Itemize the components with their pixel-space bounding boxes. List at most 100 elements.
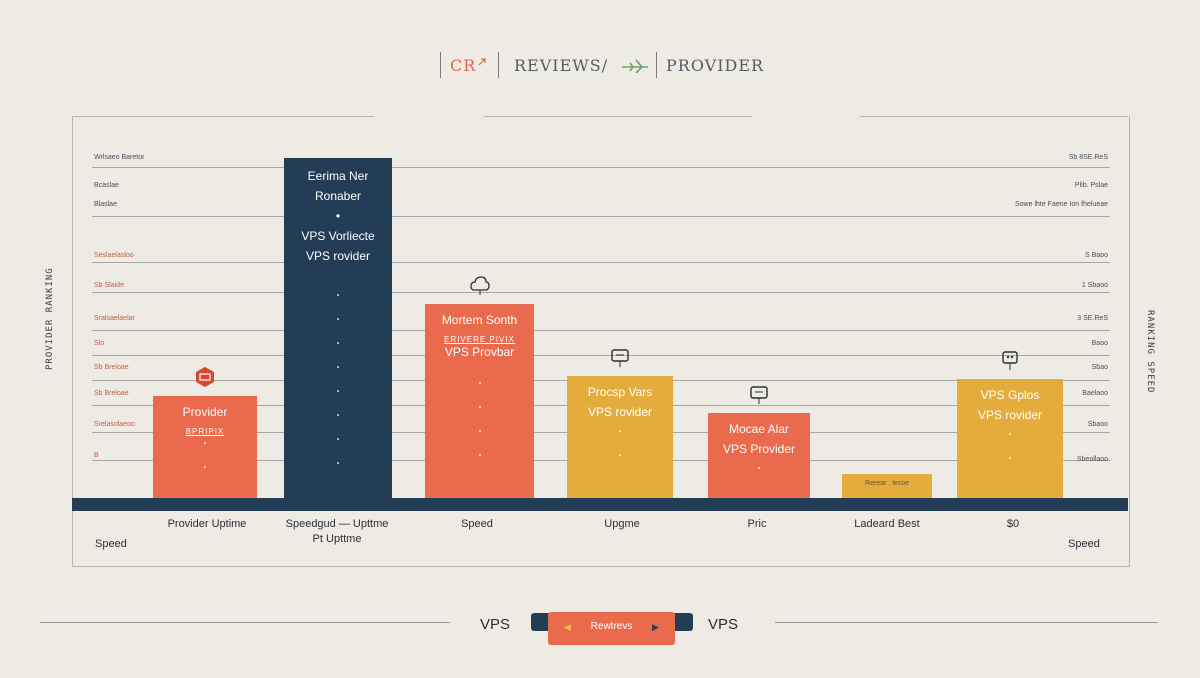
bar-label: VPS Gplos	[980, 388, 1040, 402]
monitor-icon	[1002, 351, 1018, 370]
gridline	[92, 330, 1110, 331]
bar-dots	[204, 442, 206, 490]
header-divider	[656, 52, 657, 78]
category-label: Upgme	[604, 518, 640, 530]
bar-label: ERIVERE PIVIX	[444, 335, 515, 344]
nav-left-label[interactable]: VPS	[480, 616, 511, 633]
category-label: Ladeard Best	[854, 518, 920, 530]
dot	[478, 429, 481, 432]
dot	[619, 454, 621, 456]
header-title: REVIEWS/	[514, 56, 609, 75]
bar: Procsp Vars VPS rovider	[567, 376, 673, 498]
y-tick-label-left: Blaslae	[94, 201, 117, 208]
nav-divider-left	[40, 622, 450, 623]
left-axis-label: PROVIDER RANKING	[45, 267, 55, 370]
bar-dots	[478, 381, 481, 478]
bar-label: VPS rovider	[587, 405, 653, 419]
cloud-icon	[469, 276, 490, 295]
category-label: $0	[1006, 518, 1020, 530]
frame-top-segment	[860, 116, 1128, 117]
x-axis-baseline	[72, 498, 1128, 511]
dot	[337, 414, 339, 416]
bar-label: Provider	[182, 405, 228, 419]
dot	[204, 466, 206, 468]
frame-top-segment	[72, 116, 374, 117]
y-tick-label-left: Sralsaelaelar	[94, 315, 135, 322]
y-tick-label-left: Slo	[94, 340, 105, 347]
bar-label: VPS Vorliecte	[301, 229, 375, 243]
y-tick-label-right: S Baoo	[1085, 252, 1108, 259]
frame-top-segment	[484, 116, 752, 117]
y-tick-label-left: Sb Breloae	[94, 390, 129, 397]
dot	[337, 366, 339, 368]
dot	[337, 342, 339, 344]
bar-dots	[758, 467, 760, 491]
bar-dots	[619, 430, 621, 478]
bar: VPS Gplos VPS rovider	[957, 379, 1063, 498]
category-label: Speed	[461, 518, 493, 530]
category-label: Provider Uptime	[167, 518, 247, 530]
chevron-left-icon: ◀	[564, 622, 571, 632]
y-tick-label-left: Bcaslae	[94, 182, 119, 189]
bar: Eerima Ner Ronaber • VPS Vorliecte VPS rovid…	[284, 158, 392, 498]
gridline	[92, 167, 1110, 168]
header-divider	[498, 52, 499, 78]
header: CR REVIEWS/ PROVIDER	[440, 52, 780, 80]
y-tick-label-right: 1 Sbaoo	[1081, 282, 1108, 289]
nav-divider-right	[775, 622, 1158, 623]
y-tick-label-right: Baelaoo	[1082, 390, 1108, 397]
y-tick-label-left: B	[94, 452, 99, 459]
y-tick-label-left: Srelasolaeoo	[94, 421, 135, 428]
bar: Provider BPRIPIX	[153, 396, 257, 498]
chart-frame	[72, 116, 1130, 567]
dot	[478, 381, 481, 384]
category-label: Pric	[747, 518, 767, 530]
y-tick-label-right: 3 SE.ReS	[1077, 315, 1108, 322]
dot	[758, 467, 760, 469]
bar-label: Ronaber	[314, 189, 362, 203]
bar-label: VPS rovider	[305, 249, 371, 263]
dot	[337, 294, 339, 296]
dot	[337, 462, 339, 464]
bar-label: VPS Provider	[722, 442, 796, 456]
y-tick-label-left: Sb Breloae	[94, 364, 129, 371]
gridline	[92, 292, 1110, 293]
gridline	[92, 355, 1110, 356]
y-tick-label-right: Sbeollaoo	[1076, 456, 1108, 463]
bar: Mocae Alar VPS Provider	[708, 413, 810, 498]
bar-label: Eerima Ner	[307, 169, 369, 183]
chevron-right-icon: ▶	[652, 622, 659, 632]
dot	[1009, 457, 1011, 459]
nav-right-label[interactable]: VPS	[708, 616, 739, 633]
reviews-button-label: Rewtrevs	[590, 621, 633, 632]
box-icon	[611, 349, 629, 367]
y-tick-label-right: Sbao	[1091, 364, 1108, 371]
bar-label: •	[335, 209, 341, 223]
logo-arrow-icon	[478, 58, 486, 66]
bar-label: Rerear . lecoe	[865, 480, 909, 487]
y-tick-label-right: Baoo	[1091, 340, 1108, 347]
bar-label: Mortem Sonth	[441, 313, 518, 327]
y-tick-label-left: Sb Slaide	[94, 282, 124, 289]
badge-icon	[196, 367, 214, 387]
dot	[478, 405, 481, 408]
gridline	[92, 216, 1110, 217]
header-provider: PROVIDER	[666, 56, 765, 75]
bar-label: VPS rovider	[977, 408, 1043, 422]
dot	[204, 442, 206, 444]
header-divider	[440, 52, 441, 78]
dot	[337, 438, 339, 440]
y-tick-label-right: Sowe lhte Faene Ion fhelueae	[1014, 201, 1108, 208]
y-tick-label-right: Sb 8SE.ReS	[1068, 154, 1108, 161]
box-icon	[750, 386, 768, 404]
y-tick-label-right: Sbaoo	[1087, 421, 1108, 428]
category-label: Pt Upttme	[312, 533, 362, 545]
corner-label-left: Speed	[95, 538, 127, 550]
y-tick-label-right: Plib. Pslae	[1074, 182, 1108, 189]
bar: Mortem Sonth ERIVERE PIVIX VPS Provbar	[425, 304, 534, 498]
category-label: Speedgud — Upttme	[285, 518, 389, 530]
bar-label: Procsp Vars	[587, 385, 653, 399]
reviews-button[interactable]: ◀ Rewtrevs ▶	[548, 612, 675, 645]
y-tick-label-left: Seslaelasloo	[94, 252, 134, 259]
dot	[478, 453, 481, 456]
